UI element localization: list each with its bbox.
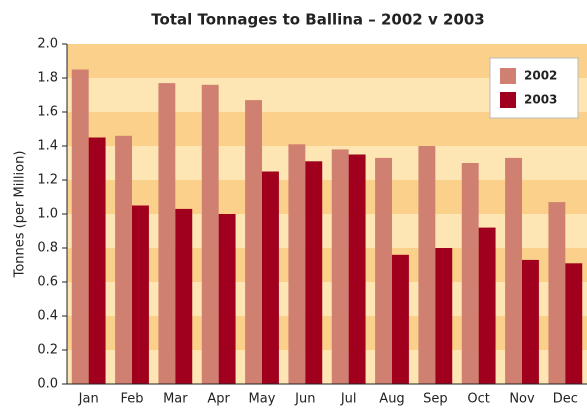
x-tick-label: Nov bbox=[509, 392, 535, 407]
bar bbox=[522, 259, 539, 384]
y-tick-label: 0.6 bbox=[37, 275, 58, 290]
grid-band bbox=[67, 146, 587, 180]
legend-swatch bbox=[500, 68, 516, 84]
grid-band bbox=[67, 350, 587, 384]
bar bbox=[175, 208, 193, 384]
y-tick-label: 1.4 bbox=[37, 139, 58, 154]
y-axis-label: Tonnes (per Million) bbox=[13, 151, 28, 279]
x-tick-label: Mar bbox=[163, 392, 188, 407]
bar bbox=[418, 146, 436, 384]
bar bbox=[305, 161, 323, 384]
bar bbox=[435, 248, 453, 384]
grid-band bbox=[67, 180, 587, 214]
bar bbox=[245, 100, 262, 384]
x-tick-label: Aug bbox=[379, 392, 404, 407]
legend-label: 2003 bbox=[524, 93, 557, 107]
bar bbox=[565, 263, 583, 384]
grid-band bbox=[67, 248, 587, 282]
bar bbox=[88, 137, 106, 384]
bar bbox=[461, 163, 479, 384]
y-tick-label: 0.8 bbox=[37, 241, 58, 256]
bar bbox=[201, 84, 219, 385]
y-tick-label: 0.2 bbox=[37, 343, 58, 358]
y-tick-label: 1.6 bbox=[37, 105, 58, 120]
bar bbox=[71, 69, 89, 384]
bar bbox=[392, 254, 409, 384]
x-tick-label: Dec bbox=[553, 392, 578, 407]
x-tick-label: Jun bbox=[294, 392, 315, 407]
legend: 2002 2003 bbox=[489, 57, 579, 119]
y-tick-label: 1.8 bbox=[37, 71, 58, 86]
bar bbox=[478, 227, 496, 384]
legend-swatch bbox=[500, 92, 516, 108]
bar bbox=[115, 135, 132, 384]
bar bbox=[375, 157, 392, 384]
bar bbox=[331, 149, 349, 384]
x-tick-label: Apr bbox=[207, 392, 230, 407]
x-tick-label: Sep bbox=[423, 392, 448, 407]
x-tick-label: Jul bbox=[340, 392, 357, 407]
grid-band bbox=[67, 316, 587, 350]
grid-band bbox=[67, 214, 587, 248]
bar bbox=[158, 83, 176, 384]
legend-box bbox=[489, 57, 579, 119]
x-tick-label: Jan bbox=[78, 392, 99, 407]
bar bbox=[348, 154, 366, 384]
grid-band bbox=[67, 282, 587, 316]
x-tick-label: Feb bbox=[120, 392, 143, 407]
y-tick-label: 1.2 bbox=[37, 173, 58, 188]
bar bbox=[132, 205, 149, 384]
chart-title: Total Tonnages to Ballina – 2002 v 2003 bbox=[151, 11, 484, 29]
bar bbox=[548, 202, 566, 384]
y-tick-label: 0.0 bbox=[37, 377, 58, 392]
x-tick-label: May bbox=[249, 392, 276, 407]
bar bbox=[218, 214, 236, 384]
x-tick-label: Oct bbox=[467, 392, 489, 407]
bar bbox=[288, 144, 306, 384]
bar bbox=[505, 157, 522, 384]
legend-label: 2002 bbox=[524, 69, 557, 83]
bar bbox=[262, 171, 279, 384]
y-tick-label: 1.0 bbox=[37, 207, 58, 222]
y-tick-label: 2.0 bbox=[37, 37, 58, 52]
y-tick-label: 0.4 bbox=[37, 309, 58, 324]
